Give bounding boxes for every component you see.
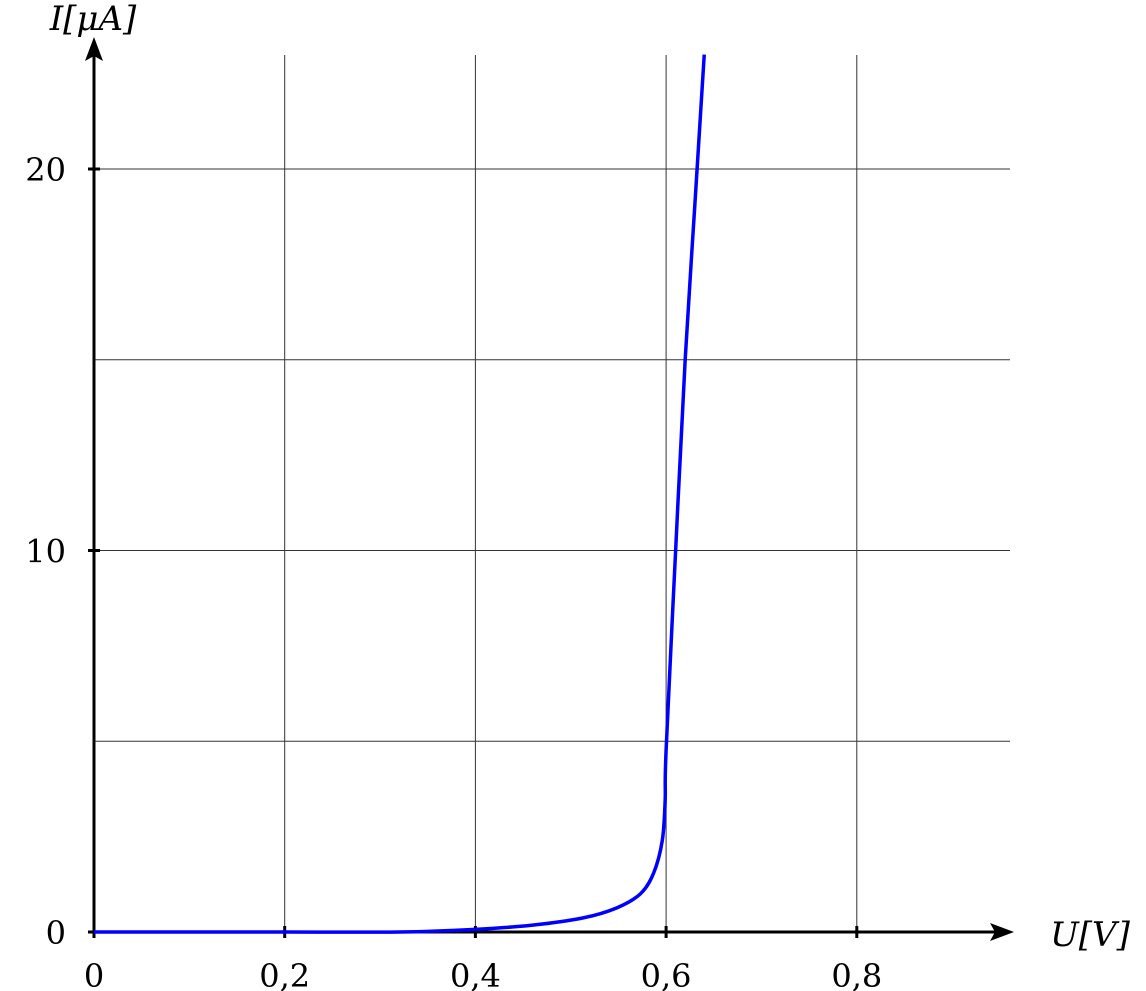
series-line bbox=[94, 54, 706, 934]
x-tick-label: 0,8 bbox=[831, 957, 882, 991]
x-tick-label: 0,6 bbox=[641, 957, 692, 991]
grid bbox=[94, 55, 1010, 932]
x-tick-label: 0,2 bbox=[259, 957, 310, 991]
y-axis-label: I[μA] bbox=[49, 0, 137, 39]
x-axis-arrow-icon bbox=[990, 923, 1014, 941]
y-axis-arrow-icon bbox=[85, 37, 103, 61]
y-tick-label: 10 bbox=[25, 533, 66, 571]
x-axis-label: U[V] bbox=[1050, 915, 1130, 955]
x-tick-label: 0,4 bbox=[450, 957, 501, 991]
y-tick-label: 0 bbox=[46, 914, 66, 952]
x-tick-label: 0 bbox=[84, 957, 104, 991]
axes bbox=[85, 37, 1014, 941]
y-tick-label: 20 bbox=[25, 151, 66, 189]
